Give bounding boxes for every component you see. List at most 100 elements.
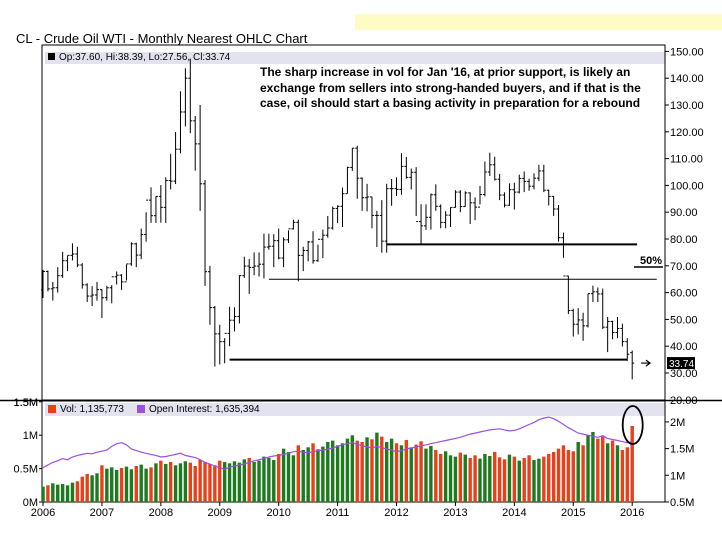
volume-bar bbox=[542, 456, 546, 502]
chart-title: CL - Crude Oil WTI - Monthly Nearest OHL… bbox=[16, 31, 308, 46]
annotation-text: The sharp increase in vol for Jan '16, a… bbox=[260, 65, 641, 110]
oi-legend-label: Open Interest: 1,635,394 bbox=[148, 404, 260, 415]
volume-bar bbox=[605, 443, 610, 502]
ohlc-bar bbox=[237, 275, 242, 324]
ohlc-bar bbox=[615, 316, 620, 339]
ohlc-bar bbox=[487, 152, 492, 177]
ohlc-bar bbox=[590, 285, 595, 302]
volume-tick-label: 0M bbox=[23, 497, 38, 509]
price-tick-label: 40.00 bbox=[670, 341, 698, 353]
volume-bar bbox=[95, 473, 99, 502]
ohlc-bar bbox=[468, 192, 473, 224]
ohlc-bar bbox=[99, 289, 104, 319]
volume-bar bbox=[257, 460, 261, 502]
volume-bar bbox=[272, 459, 276, 502]
volume-bar bbox=[615, 445, 620, 502]
ohlc-bar bbox=[134, 242, 139, 268]
highlight-ellipse bbox=[621, 405, 644, 445]
volume-bar bbox=[193, 465, 197, 502]
price-tick-label: 80.00 bbox=[670, 234, 698, 246]
ohlc-bar bbox=[104, 285, 109, 301]
volume-bar bbox=[188, 462, 192, 502]
price-tick-label: 50.00 bbox=[670, 314, 698, 326]
volume-bar bbox=[262, 456, 266, 502]
price-tick-label: 120.00 bbox=[670, 127, 704, 139]
volume-bar bbox=[75, 481, 80, 502]
volume-bar bbox=[134, 465, 138, 502]
volume-bar bbox=[173, 465, 178, 502]
volume-bar bbox=[493, 451, 497, 502]
volume-bar bbox=[424, 448, 428, 502]
x-tick-label: 2015 bbox=[561, 507, 585, 519]
volume-bar bbox=[389, 438, 394, 502]
price-tick-label: 20.00 bbox=[670, 395, 698, 407]
volume-bar bbox=[267, 457, 271, 502]
ohlc-bar bbox=[217, 324, 222, 365]
volume-bar bbox=[286, 451, 291, 502]
ohlc-bar bbox=[70, 243, 75, 261]
volume-bar bbox=[350, 435, 355, 502]
price-tick-label: 100.00 bbox=[670, 180, 704, 192]
volume-bar bbox=[566, 449, 571, 502]
volume-bar bbox=[571, 451, 575, 502]
ohlc-bar bbox=[301, 246, 306, 272]
ohlc-bar bbox=[109, 276, 114, 304]
volume-bar bbox=[355, 440, 359, 502]
ohlc-bar bbox=[394, 177, 399, 197]
volume-bar bbox=[51, 483, 55, 502]
price-tick-label: 130.00 bbox=[670, 100, 704, 112]
ohlc-bar bbox=[139, 228, 144, 260]
volume-bar bbox=[375, 432, 379, 502]
ohlc-bar bbox=[60, 251, 65, 278]
ohlc-bar bbox=[168, 153, 173, 190]
volume-bar bbox=[507, 454, 512, 502]
ohlc-bar bbox=[311, 231, 316, 264]
volume-bar bbox=[208, 463, 212, 502]
volume-bar bbox=[203, 461, 207, 502]
ohlc-bar bbox=[586, 293, 591, 328]
ohlc-bar bbox=[163, 177, 168, 223]
volume-bar bbox=[154, 463, 158, 502]
ohlc-bar bbox=[536, 164, 541, 182]
volume-bar bbox=[448, 455, 453, 502]
ohlc-bar bbox=[276, 228, 281, 260]
ohlc-bar bbox=[198, 105, 203, 211]
ohlc-bar bbox=[399, 153, 404, 195]
volume-bar bbox=[443, 451, 448, 502]
ohlc-bar bbox=[527, 178, 532, 191]
volume-bar bbox=[232, 461, 237, 502]
ohlc-bar bbox=[433, 184, 438, 211]
ohlc-bar bbox=[374, 210, 379, 248]
ohlc-bar bbox=[183, 68, 188, 127]
volume-bar bbox=[70, 482, 75, 502]
ohlc-bar bbox=[551, 195, 556, 216]
volume-bar bbox=[547, 453, 551, 502]
vol-swatch-icon bbox=[48, 405, 56, 413]
volume-tick-label: 1.5M bbox=[14, 397, 38, 409]
volume-bar bbox=[168, 461, 173, 502]
volume-bar bbox=[335, 445, 340, 502]
volume-bar bbox=[110, 467, 114, 502]
ohlc-bar bbox=[212, 306, 217, 367]
ohlc-bar bbox=[271, 234, 276, 268]
volume-bar bbox=[532, 459, 536, 502]
volume-bar bbox=[586, 435, 590, 502]
oi-tick-label: 0.5M bbox=[670, 497, 694, 509]
volume-tick-label: 1M bbox=[23, 430, 38, 442]
legend-square-icon bbox=[48, 53, 55, 60]
volume-bar bbox=[164, 463, 168, 502]
volume-bar bbox=[330, 440, 335, 502]
ohlc-bar bbox=[173, 132, 178, 185]
ohlc-bar bbox=[610, 320, 615, 340]
volume-bar bbox=[601, 436, 605, 502]
ohlc-legend: Op:37.60, Hi:38.39, Lo:27.56, Cl:33.74 bbox=[45, 52, 665, 64]
volume-bar bbox=[237, 462, 242, 502]
ohlc-bar bbox=[340, 187, 345, 227]
volume-bar bbox=[326, 441, 330, 502]
volume-bar bbox=[488, 455, 492, 502]
volume-bar bbox=[370, 439, 374, 502]
volume-bar bbox=[551, 451, 556, 502]
ohlc-bar bbox=[75, 246, 80, 268]
last-price-label: 33.74 bbox=[669, 359, 694, 370]
ohlc-bar bbox=[581, 312, 586, 341]
